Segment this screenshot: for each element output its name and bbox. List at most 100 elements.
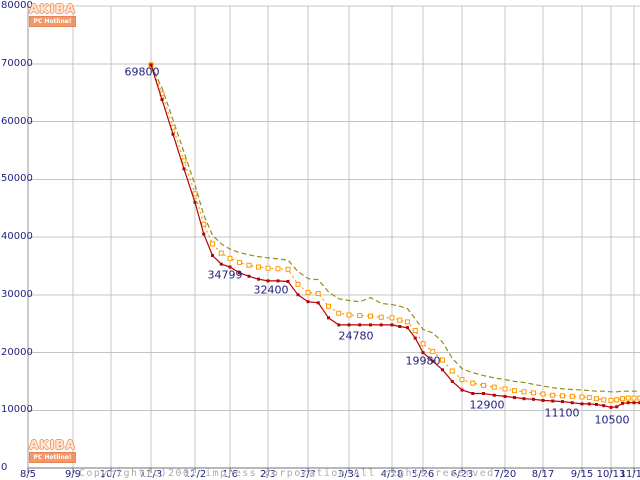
y-tick-label: 20000 <box>1 346 33 358</box>
marker-filled-square <box>193 200 197 204</box>
marker-open-square <box>192 191 198 197</box>
marker-filled-square <box>182 167 186 171</box>
series-max-price <box>150 64 640 393</box>
price-label: 11100 <box>544 406 580 420</box>
marker-open-square <box>295 281 301 287</box>
marker-filled-square <box>450 379 454 383</box>
marker-filled-square <box>276 279 280 283</box>
x-tick-label: 11/3 <box>139 469 163 480</box>
x-tick-label: 12/2 <box>183 469 207 480</box>
marker-open-square <box>631 395 637 401</box>
axes <box>27 6 640 473</box>
marker-filled-square <box>503 394 507 398</box>
marker-filled-square <box>149 63 153 67</box>
marker-open-square <box>579 394 585 400</box>
marker-filled-square <box>347 323 351 327</box>
marker-filled-square <box>441 368 444 372</box>
marker-open-square <box>594 396 599 402</box>
marker-filled-square <box>632 401 636 405</box>
marker-filled-square <box>561 400 564 404</box>
marker-open-square <box>412 328 418 334</box>
marker-filled-square <box>306 300 310 304</box>
marker-open-square <box>227 255 233 261</box>
marker-open-square <box>389 315 395 321</box>
price-label: 32400 <box>253 283 289 297</box>
x-tick-label: 4/28 <box>380 469 404 480</box>
y-tick-label: 50000 <box>1 173 33 185</box>
akiba-pc-hotline-logo-top: AKIBA PC Hotline! <box>29 2 76 27</box>
marker-open-square <box>569 393 575 399</box>
marker-open-square <box>256 264 261 270</box>
marker-filled-square <box>286 279 290 283</box>
logo-akiba-text: AKIBA <box>29 438 76 452</box>
y-tick-label: 10000 <box>1 404 33 416</box>
series-max-price-line <box>150 64 640 393</box>
marker-open-square <box>540 391 546 397</box>
marker-open-square <box>315 291 321 297</box>
marker-filled-square <box>238 271 241 275</box>
marker-open-square <box>285 266 291 272</box>
marker-filled-square <box>522 397 526 401</box>
marker-open-square <box>357 313 363 319</box>
series-avg-price-line <box>150 64 640 402</box>
x-tick-label: 11/10 <box>619 469 640 480</box>
marker-open-square <box>237 259 242 265</box>
x-tick-label: 5/26 <box>411 469 435 480</box>
marker-open-square <box>305 289 311 295</box>
copyright-text: Copyright(c)2001 impress corporation All… <box>79 468 502 479</box>
marker-filled-square <box>247 274 251 278</box>
y-tick-label: 60000 <box>1 115 33 127</box>
logo-pc-hotline-text: PC Hotline! <box>29 452 76 463</box>
marker-open-square <box>531 390 536 396</box>
marker-open-square <box>265 265 271 271</box>
marker-filled-square <box>532 397 535 401</box>
marker-open-square <box>502 386 508 392</box>
marker-filled-square <box>460 388 464 392</box>
marker-open-square <box>512 388 517 394</box>
logo-akiba-text: AKIBA <box>29 2 76 16</box>
marker-open-square <box>326 303 331 309</box>
price-label: 34799 <box>207 268 243 282</box>
y-tick-label: 40000 <box>1 231 33 242</box>
marker-filled-square <box>266 279 270 283</box>
marker-filled-square <box>492 393 496 397</box>
marker-open-square <box>560 393 565 399</box>
y-tick-label: 70000 <box>1 57 33 69</box>
marker-open-square <box>521 389 527 395</box>
marker-filled-square <box>609 405 613 409</box>
marker-open-square <box>420 341 426 347</box>
marker-open-square <box>336 310 342 316</box>
marker-open-square <box>210 241 215 247</box>
x-tick-label: 8/5 <box>19 469 37 480</box>
marker-open-square <box>368 313 373 319</box>
marker-open-square <box>491 384 497 390</box>
price-label: 10500 <box>594 413 630 427</box>
x-tick-label: 2/3 <box>259 469 277 480</box>
marker-filled-square <box>570 401 574 405</box>
y-tick-label: 80000 <box>1 0 33 11</box>
marker-filled-square <box>337 323 341 327</box>
grid-lines <box>27 5 640 468</box>
marker-filled-square <box>398 325 402 329</box>
marker-open-square <box>181 158 187 164</box>
marker-open-square <box>440 357 445 363</box>
marker-open-square <box>430 348 436 354</box>
marker-open-square <box>405 319 410 325</box>
marker-filled-square <box>369 323 372 327</box>
marker-filled-square <box>379 323 383 327</box>
marker-filled-square <box>638 401 640 405</box>
akiba-pc-hotline-logo-bottom: AKIBA PC Hotline! <box>29 438 76 463</box>
marker-filled-square <box>228 265 232 269</box>
x-tick-label: 3/3 <box>299 469 317 480</box>
marker-filled-square <box>390 323 394 327</box>
marker-open-square <box>346 312 352 318</box>
marker-filled-square <box>219 262 223 266</box>
x-tick-label: 10/13 <box>596 469 626 480</box>
marker-filled-square <box>171 132 175 136</box>
x-tick-label: 9/9 <box>64 469 82 480</box>
marker-open-square <box>378 314 384 320</box>
marker-open-square <box>275 266 281 272</box>
marker-filled-square <box>551 399 555 403</box>
